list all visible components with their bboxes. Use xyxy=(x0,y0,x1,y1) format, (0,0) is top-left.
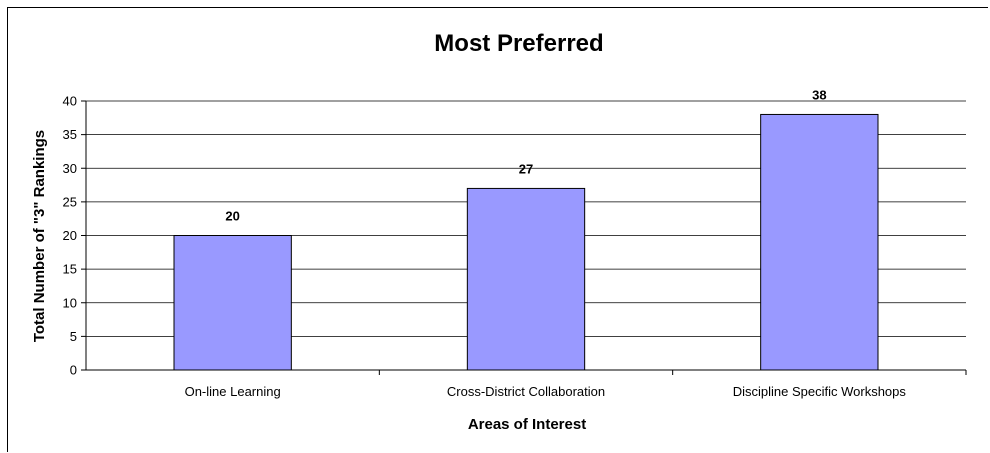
bar xyxy=(760,113,879,371)
x-category-labels: On-line Learning Cross-District Collabora… xyxy=(185,384,907,399)
x-category-label: Discipline Specific Workshops xyxy=(733,384,907,399)
bar xyxy=(466,187,586,371)
bars xyxy=(173,113,879,371)
y-tick-label: 30 xyxy=(63,161,77,176)
y-tick-label: 0 xyxy=(70,363,77,378)
data-label: 27 xyxy=(519,161,533,176)
chart-title: Most Preferred xyxy=(434,30,603,57)
y-tick-label: 35 xyxy=(63,127,77,142)
axes xyxy=(81,100,967,375)
y-tick-label: 10 xyxy=(63,295,77,310)
y-tick-label: 25 xyxy=(63,194,77,209)
data-label: 20 xyxy=(225,209,239,224)
x-axis-title: Areas of Interest xyxy=(468,416,586,433)
data-label: 38 xyxy=(812,87,826,102)
y-tick-label: 20 xyxy=(63,228,77,243)
data-labels: 20 27 38 xyxy=(225,87,826,223)
y-axis-title: Total Number of "3" Rankings xyxy=(31,130,48,342)
x-category-label: Cross-District Collaboration xyxy=(447,384,605,399)
y-tick-labels: 0 5 10 15 20 25 30 35 40 xyxy=(63,94,77,378)
y-tick-label: 40 xyxy=(63,94,77,109)
y-tick-label: 5 xyxy=(70,329,77,344)
x-category-label: On-line Learning xyxy=(185,384,281,399)
y-tick-label: 15 xyxy=(63,262,77,277)
bar xyxy=(173,235,292,371)
